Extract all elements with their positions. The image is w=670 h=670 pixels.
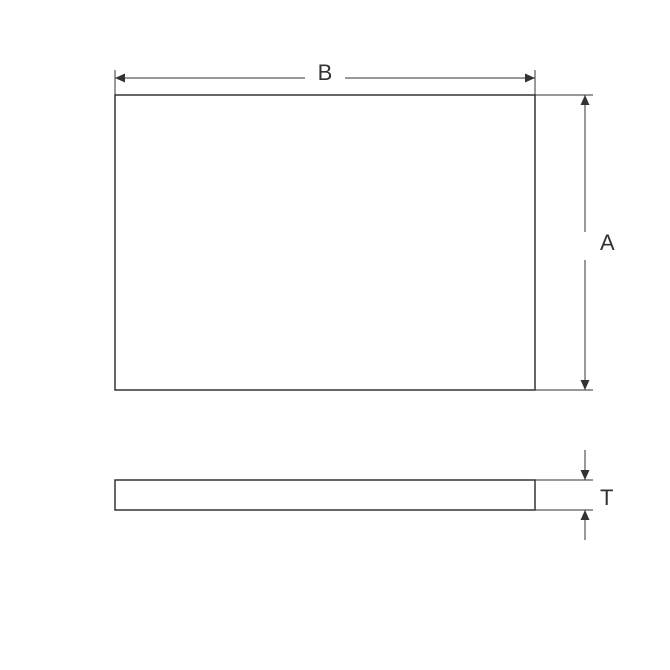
- dim-label-t: T: [600, 485, 613, 510]
- dim-label-a: A: [600, 230, 615, 255]
- arrowhead: [581, 95, 590, 105]
- dim-label-b: B: [318, 60, 333, 85]
- arrowhead: [525, 74, 535, 83]
- arrowhead: [115, 74, 125, 83]
- arrowhead: [581, 470, 590, 480]
- arrowhead: [581, 380, 590, 390]
- side-plate: [115, 480, 535, 510]
- dimension-diagram: B A T: [0, 0, 670, 670]
- arrowhead: [581, 510, 590, 520]
- top-plate: [115, 95, 535, 390]
